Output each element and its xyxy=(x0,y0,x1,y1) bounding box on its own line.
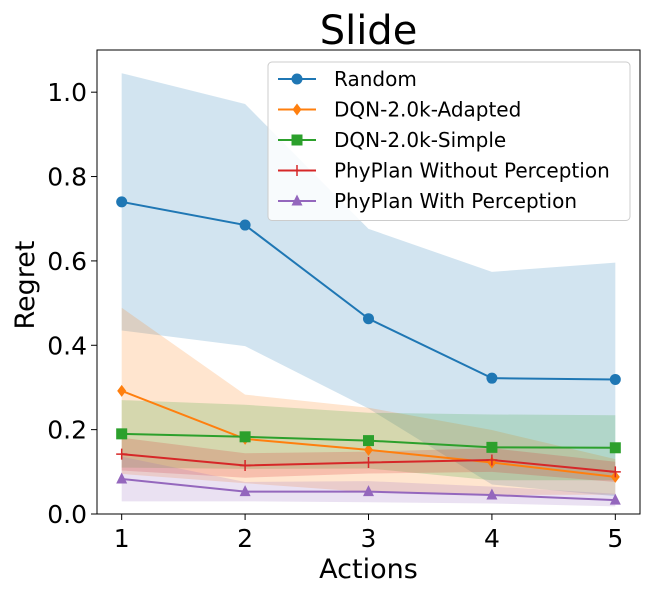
legend-label-phyplan-with-perception: PhyPlan With Perception xyxy=(334,189,577,213)
legend-label-phyplan-without-perception: PhyPlan Without Perception xyxy=(334,159,610,183)
legend: Random DQN-2.0k-Adapted DQN-2.0k-Simple Phy… xyxy=(267,61,631,221)
x-tick-label: 4 xyxy=(484,524,500,553)
y-axis-label: Regret xyxy=(10,240,41,329)
x-axis-label: Actions xyxy=(319,554,418,585)
y-tick-label: 0.4 xyxy=(47,331,87,360)
point-dqn-2-0k-adapted-1 xyxy=(117,384,127,397)
point-random-2 xyxy=(239,219,251,231)
legend-label-dqn-2-0k-simple: DQN-2.0k-Simple xyxy=(334,128,506,152)
y-tick-label: 0.8 xyxy=(47,163,87,192)
point-dqn-2-0k-simple-5 xyxy=(609,442,621,454)
point-phyplan-with-perception-2 xyxy=(239,485,251,497)
legend-marker-phyplan-without-perception xyxy=(291,165,303,176)
point-phyplan-with-perception-5 xyxy=(609,493,621,505)
point-dqn-2-0k-simple-2 xyxy=(239,431,251,443)
y-tick-label: 0.6 xyxy=(47,247,87,276)
x-axis-ticks: 1 2 3 4 5 xyxy=(114,514,623,553)
legend-label-dqn-2-0k-adapted: DQN-2.0k-Adapted xyxy=(334,98,521,122)
x-tick-label: 1 xyxy=(114,524,130,553)
legend-marker-random xyxy=(291,73,303,85)
x-tick-label: 5 xyxy=(607,524,623,553)
point-phyplan-with-perception-1 xyxy=(116,472,128,484)
y-tick-label: 0.2 xyxy=(47,416,87,445)
legend-label-random: Random xyxy=(334,67,417,91)
point-phyplan-without-perception-5 xyxy=(609,466,621,478)
band-random xyxy=(121,73,616,497)
point-phyplan-with-perception-3 xyxy=(363,485,374,497)
point-dqn-2-0k-adapted-3 xyxy=(364,443,373,456)
legend-marker-phyplan-with-perception xyxy=(291,194,303,206)
point-dqn-2-0k-simple-1 xyxy=(116,428,128,440)
x-tick-label: 3 xyxy=(361,524,377,553)
legend-marker-dqn-2-0k-simple xyxy=(291,134,303,146)
point-dqn-2-0k-simple-3 xyxy=(363,435,374,447)
legend-marker-dqn-2-0k-adapted xyxy=(292,103,302,116)
point-random-5 xyxy=(609,373,621,385)
point-phyplan-without-perception-1 xyxy=(116,448,128,460)
legend-box xyxy=(267,61,631,221)
point-phyplan-without-perception-3 xyxy=(363,457,374,469)
y-axis-ticks: 0.0 0.2 0.4 0.6 0.8 1.0 xyxy=(47,78,97,529)
point-random-4 xyxy=(486,372,498,384)
point-random-1 xyxy=(116,196,128,208)
point-dqn-2-0k-simple-4 xyxy=(486,441,498,453)
series-markers xyxy=(116,196,621,505)
point-phyplan-without-perception-2 xyxy=(239,459,251,471)
x-tick-label: 2 xyxy=(237,524,253,553)
y-tick-label: 1.0 xyxy=(47,78,87,107)
point-phyplan-with-perception-4 xyxy=(486,488,498,500)
point-random-3 xyxy=(363,313,374,325)
y-tick-label: 0.0 xyxy=(47,500,87,529)
chart-title: Slide xyxy=(320,8,418,54)
point-phyplan-without-perception-4 xyxy=(486,454,498,466)
